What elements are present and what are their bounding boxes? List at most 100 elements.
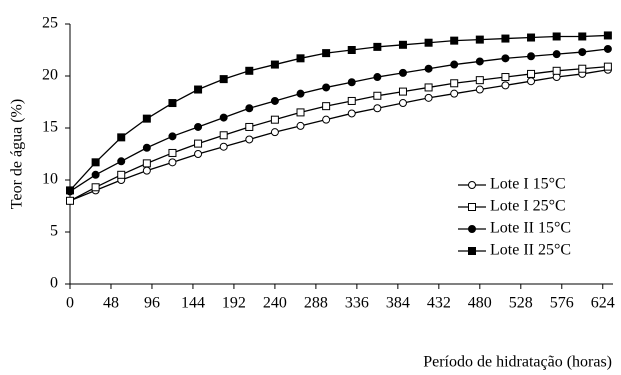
marker [475,35,484,44]
marker [219,131,228,140]
marker [322,83,331,92]
marker [270,128,279,137]
marker [168,99,177,108]
marker [91,183,100,192]
marker [296,121,305,130]
marker [322,49,331,58]
marker [424,93,433,102]
marker [603,44,612,53]
x-tick-label: 384 [386,295,410,312]
marker [296,108,305,117]
x-tick-label: 336 [345,295,369,312]
marker [270,60,279,69]
marker [527,33,536,42]
marker [91,170,100,179]
marker [296,54,305,63]
marker [501,81,510,90]
marker [245,122,254,131]
marker [527,52,536,61]
marker [373,91,382,100]
marker [245,66,254,75]
x-tick-label: 528 [509,295,533,312]
legend-label: Lote I 15°C [490,176,566,193]
y-tick-label: 25 [42,15,58,32]
marker [347,109,356,118]
legend-label: Lote II 15°C [490,220,571,237]
marker [552,32,561,41]
marker [168,158,177,167]
marker [501,54,510,63]
marker [424,38,433,47]
marker [603,31,612,40]
marker [373,42,382,51]
x-axis-label: Período de hidratação (horas) [423,354,612,371]
marker [398,99,407,108]
marker [552,50,561,59]
marker [168,132,177,141]
marker [66,186,74,195]
legend-marker [468,247,476,255]
legend-label: Lote I 25°C [490,198,566,215]
marker [194,122,203,131]
marker [296,89,305,98]
marker [219,75,228,84]
marker [578,48,587,57]
marker [194,85,203,94]
marker [194,150,203,158]
legend-marker [468,203,476,211]
marker [347,96,356,105]
marker [219,113,228,122]
marker [398,68,407,77]
marker [552,66,561,75]
marker [450,89,459,98]
marker [450,79,459,88]
marker [527,69,536,78]
x-tick-label: 624 [591,295,615,312]
marker [347,78,356,87]
x-tick-label: 0 [66,295,74,312]
marker [527,77,536,86]
marker [450,60,459,69]
marker [501,73,510,82]
y-axis-label: Teor de água (%) [9,99,26,209]
marker [142,166,151,175]
x-tick-label: 96 [144,295,160,312]
y-tick-label: 15 [42,119,58,136]
marker [194,139,203,148]
x-tick-label: 576 [550,295,574,312]
legend-label: Lote II 25°C [490,242,571,259]
marker [117,170,126,179]
x-tick-label: 480 [468,295,492,312]
marker [373,104,382,113]
marker [117,157,126,166]
x-tick-label: 432 [427,295,451,312]
series-line [69,48,608,192]
y-tick-label: 5 [50,223,58,240]
marker [578,64,587,73]
series-line [69,34,608,191]
marker [578,32,587,41]
marker [270,115,279,124]
marker [475,57,484,66]
series-line [69,65,608,202]
legend-marker [468,181,476,189]
x-tick-label: 240 [263,295,287,312]
marker [501,34,510,43]
marker [450,36,459,45]
x-tick-label: 288 [304,295,328,312]
marker [168,148,177,157]
marker [603,62,612,71]
marker [66,196,74,205]
x-tick-label: 192 [222,295,246,312]
x-tick-label: 144 [181,295,205,312]
marker [398,40,407,49]
marker [245,135,254,144]
marker [142,159,151,168]
marker [424,64,433,73]
marker [347,46,356,54]
marker [245,104,254,113]
y-tick-label: 20 [42,67,58,84]
marker [398,87,407,96]
